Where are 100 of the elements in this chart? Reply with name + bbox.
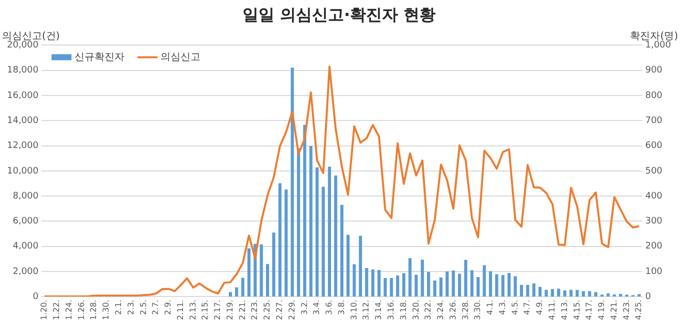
bar (352, 264, 356, 297)
chart-title: 일일 의심신고·확진자 현황 (242, 4, 436, 24)
bar (501, 275, 504, 297)
x-tick-label: 2.5. (138, 300, 148, 315)
y-axis-title: 의심신고(건) (2, 30, 60, 42)
y-tick-label: 6,000 (12, 216, 39, 227)
bar (278, 183, 282, 297)
bar (588, 291, 592, 297)
x-tick-label: 2.19. (225, 300, 234, 320)
x-tick-label: 4.3. (498, 300, 507, 315)
legend-label: 의심신고 (160, 52, 200, 63)
bar (322, 186, 325, 297)
x-tick-label: 2.1. (114, 300, 123, 315)
x-tick-label: 1.20. (40, 300, 49, 320)
y2-tick-label: 200 (645, 242, 663, 252)
x-tick-label: 2.23. (250, 300, 260, 320)
x-tick-label: 3.14. (374, 300, 384, 320)
y2-tick-label: 300 (645, 216, 663, 227)
x-tick-label: 3.8. (336, 300, 346, 315)
bar (532, 283, 536, 297)
bar (544, 290, 548, 297)
bar (384, 278, 387, 297)
y-tick-label: 16,000 (6, 90, 39, 101)
bar (247, 248, 251, 297)
y2-axis-title: 확진자(명) (630, 30, 678, 42)
x-tick-label: 4.19. (597, 300, 606, 320)
bar (594, 292, 598, 297)
x-tick-label: 3.2. (300, 300, 309, 315)
x-tick-label: 3.12. (362, 300, 371, 320)
y2-tick-label: 900 (645, 66, 663, 76)
bar (476, 277, 480, 297)
x-tick-label: 2.27. (275, 300, 284, 320)
x-tick-label: 2.7. (151, 300, 160, 315)
x-tick-label: 3.6. (324, 300, 334, 315)
y2-tick-label: 800 (645, 90, 663, 101)
bar (228, 292, 232, 297)
bar (470, 270, 474, 297)
x-tick-label: 3.10. (349, 300, 358, 320)
bar (569, 290, 573, 297)
bar (464, 260, 468, 297)
bar (346, 234, 350, 297)
x-tick-label: 4.21. (609, 300, 618, 320)
x-tick-label: 2.29. (287, 300, 296, 320)
bar (446, 272, 449, 297)
bar (309, 146, 312, 297)
x-tick-label: 4.25. (634, 300, 644, 320)
bar (303, 124, 306, 297)
bar (433, 280, 436, 297)
x-tick-label: 4.5. (510, 300, 520, 315)
y-tick-label: 14,000 (6, 116, 39, 126)
x-tick-label: 4.11. (548, 300, 557, 320)
x-tick-label: 4.17. (584, 300, 594, 320)
y2-tick-label: 700 (645, 116, 663, 126)
bar (390, 278, 393, 297)
bar (235, 287, 238, 297)
y2-tick-label: 0 (645, 292, 652, 302)
bar (638, 294, 641, 297)
bar (328, 166, 332, 297)
x-tick-label: 4.15. (572, 300, 582, 320)
bar (520, 284, 524, 297)
bar (514, 276, 517, 297)
bar (420, 260, 424, 297)
y2-tick-label: 1,000 (645, 40, 672, 51)
bar (550, 289, 554, 297)
x-tick-label: 3.4. (312, 300, 322, 315)
bar (582, 291, 585, 297)
x-tick-label: 1.30. (102, 300, 111, 320)
y-tick-label: 12,000 (6, 141, 39, 152)
x-tick-label: 3.16. (386, 300, 396, 320)
y-tick-label: 8,000 (12, 191, 39, 202)
bar (606, 293, 610, 297)
y2-tick-label: 400 (645, 191, 663, 202)
y-tick-label: 2,000 (12, 266, 39, 277)
bar (495, 274, 498, 297)
bar (316, 167, 319, 297)
x-tick-label: 3.22. (424, 300, 433, 320)
bar (576, 290, 579, 297)
y2-tick-label: 100 (645, 266, 663, 277)
bar (508, 273, 511, 297)
y2-tick-label: 600 (645, 141, 663, 152)
x-tick-label: 1.22. (52, 300, 62, 320)
bar (458, 274, 462, 297)
x-tick-label: 3.28. (460, 300, 470, 320)
y2-tick-label: 500 (645, 166, 663, 176)
x-tick-label: 2.13. (188, 300, 198, 320)
x-tick-label: 1.26. (76, 300, 86, 320)
x-tick-label: 2.21. (238, 300, 247, 320)
bar (340, 204, 344, 297)
bar (241, 278, 244, 297)
y-tick-label: 0 (32, 292, 39, 302)
bar (557, 288, 560, 297)
x-tick-label: 2.15. (200, 300, 210, 320)
bar (408, 258, 412, 297)
x-tick-label: 3.18. (398, 300, 408, 320)
bar (266, 264, 270, 297)
x-tick-label: 3.24. (436, 300, 446, 320)
bar (358, 236, 362, 297)
bar (396, 276, 400, 297)
x-tick-label: 3.26. (448, 300, 458, 320)
x-tick-label: 1.28. (89, 300, 98, 320)
